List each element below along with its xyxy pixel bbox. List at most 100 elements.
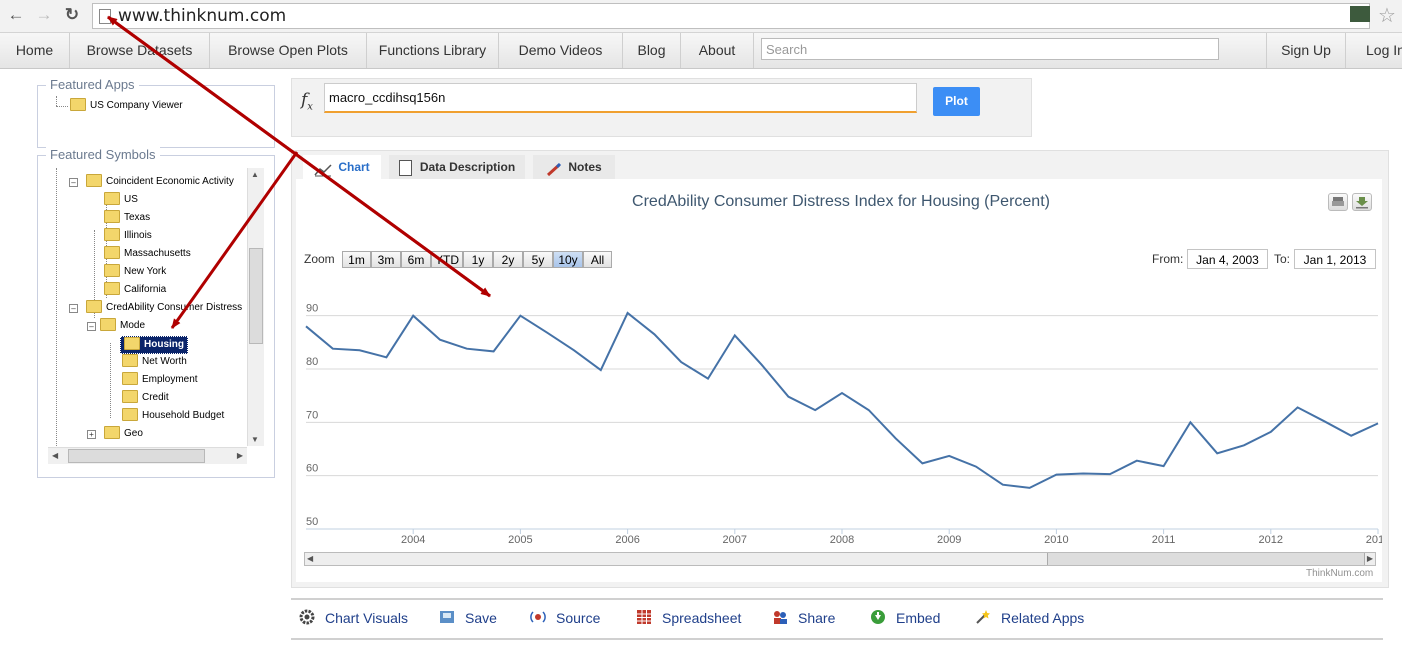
tree-vertical-scrollbar[interactable]: ▲ ▼ bbox=[247, 168, 264, 446]
print-icon[interactable] bbox=[1328, 193, 1348, 211]
source-button[interactable]: Source bbox=[530, 608, 600, 628]
tree-item-california[interactable]: California bbox=[104, 281, 166, 298]
flag-icon[interactable] bbox=[1350, 6, 1370, 22]
forward-arrow-icon[interactable]: → bbox=[35, 5, 53, 24]
tree-item-geo[interactable]: Geo bbox=[104, 425, 143, 442]
save-icon bbox=[439, 609, 455, 625]
x-tick-label: 2012 bbox=[1259, 534, 1283, 546]
share-button[interactable]: Share bbox=[772, 608, 835, 628]
formula-input[interactable]: macro_ccdihsq156n bbox=[324, 83, 917, 113]
featured-apps-panel: Featured Apps US Company Viewer bbox=[37, 77, 275, 148]
back-arrow-icon[interactable]: ← bbox=[7, 5, 25, 24]
gear-icon bbox=[299, 609, 315, 625]
featured-symbols-title: Featured Symbols bbox=[46, 147, 160, 162]
zoom-10y-button[interactable]: 10y bbox=[553, 251, 583, 268]
tree-item-household-budget[interactable]: Household Budget bbox=[122, 407, 224, 424]
grid bbox=[306, 315, 1379, 534]
address-bar[interactable]: www.thinknum.com bbox=[92, 3, 1370, 29]
save-button[interactable]: Save bbox=[439, 608, 497, 628]
tree-item-label: Illinois bbox=[124, 230, 152, 241]
x-tick-label: 2005 bbox=[508, 534, 532, 546]
collapse-toggle[interactable]: – bbox=[69, 178, 78, 187]
folder-icon bbox=[122, 407, 138, 421]
tree-line bbox=[94, 230, 95, 318]
nav-sign-up[interactable]: Sign Up bbox=[1266, 33, 1346, 68]
scrollbar-thumb[interactable] bbox=[68, 449, 205, 463]
tree-item-label: Texas bbox=[124, 212, 151, 223]
collapse-toggle[interactable]: – bbox=[69, 304, 78, 313]
tree-item-massachusetts[interactable]: Massachusetts bbox=[104, 245, 191, 262]
tree-item-mode[interactable]: Mode bbox=[100, 317, 145, 334]
tree-item-credability[interactable]: CredAbility Consumer Distress bbox=[86, 299, 242, 316]
tree-item-net-worth[interactable]: Net Worth bbox=[122, 353, 187, 370]
tree-horizontal-scrollbar[interactable]: ◀ ▶ bbox=[48, 447, 247, 464]
tree-item-label: Massachusetts bbox=[124, 248, 191, 259]
tree-item-illinois[interactable]: Illinois bbox=[104, 227, 152, 244]
zoom-1y-button[interactable]: 1y bbox=[463, 251, 493, 268]
zoom-5y-button[interactable]: 5y bbox=[523, 251, 553, 268]
folder-icon bbox=[104, 425, 120, 439]
tree-item-texas[interactable]: Texas bbox=[104, 209, 151, 226]
scroll-down-icon[interactable]: ▼ bbox=[251, 435, 259, 444]
expand-toggle[interactable]: + bbox=[87, 430, 96, 439]
zoom-2y-button[interactable]: 2y bbox=[493, 251, 523, 268]
tab-label: Notes bbox=[568, 160, 602, 174]
symbols-tree: – Coincident Economic Activity US Texas … bbox=[48, 168, 262, 446]
featured-symbols-panel: Featured Symbols – Coincident Economic A… bbox=[37, 147, 275, 478]
spreadsheet-button[interactable]: Spreadsheet bbox=[636, 608, 741, 628]
folder-icon bbox=[86, 299, 102, 313]
collapse-toggle[interactable]: – bbox=[87, 322, 96, 331]
tree-item-us-company-viewer[interactable]: US Company Viewer bbox=[70, 97, 183, 114]
download-icon[interactable] bbox=[1352, 193, 1372, 211]
tab-chart[interactable]: Chart bbox=[303, 155, 381, 179]
search-input[interactable]: Search bbox=[761, 38, 1219, 60]
tree-item-label: Credit bbox=[142, 392, 169, 403]
nav-home[interactable]: Home bbox=[0, 33, 70, 68]
tree-item-credit[interactable]: Credit bbox=[122, 389, 169, 406]
source-icon bbox=[530, 609, 546, 625]
scroll-right-icon[interactable]: ▶ bbox=[236, 451, 243, 460]
toolbar-label: Spreadsheet bbox=[662, 610, 742, 626]
toolbar-label: Embed bbox=[896, 610, 941, 626]
nav-browse-open-plots[interactable]: Browse Open Plots bbox=[210, 33, 367, 68]
nav-demo-videos[interactable]: Demo Videos bbox=[499, 33, 623, 68]
nav-log-in[interactable]: Log In bbox=[1366, 42, 1402, 58]
scroll-right-icon[interactable]: ▶ bbox=[1366, 554, 1373, 563]
tree-item-housing[interactable]: Housing bbox=[120, 336, 188, 354]
nav-functions-library[interactable]: Functions Library bbox=[367, 33, 499, 68]
scroll-left-icon[interactable]: ◀ bbox=[307, 554, 314, 563]
tree-item-us[interactable]: US bbox=[104, 191, 138, 208]
chart-visuals-button[interactable]: Chart Visuals bbox=[299, 608, 408, 628]
related-apps-button[interactable]: Related Apps bbox=[975, 608, 1084, 628]
tree-item-employment[interactable]: Employment bbox=[122, 371, 198, 388]
y-axis-labels: 50 60 70 80 90 bbox=[306, 303, 318, 528]
chart-navigator-scrollbar[interactable]: ◀ ▶ bbox=[304, 552, 1376, 566]
nav-blog[interactable]: Blog bbox=[623, 33, 681, 68]
zoom-all-button[interactable]: All bbox=[583, 251, 612, 268]
tree-item-new-york[interactable]: New York bbox=[104, 263, 166, 280]
plot-button[interactable]: Plot bbox=[933, 87, 980, 116]
tab-notes[interactable]: Notes bbox=[533, 155, 615, 179]
scroll-left-icon[interactable]: ◀ bbox=[52, 451, 59, 460]
embed-button[interactable]: Embed bbox=[870, 608, 940, 628]
bookmark-star-icon[interactable]: ☆ bbox=[1378, 5, 1396, 27]
tab-data-description[interactable]: Data Description bbox=[389, 155, 525, 179]
nav-about[interactable]: About bbox=[681, 33, 754, 68]
nav-browse-datasets[interactable]: Browse Datasets bbox=[70, 33, 210, 68]
tree-item-label: Coincident Economic Activity bbox=[106, 176, 234, 187]
from-date-input[interactable]: Jan 4, 2003 bbox=[1187, 249, 1268, 269]
reload-icon[interactable]: ↻ bbox=[64, 5, 80, 24]
zoom-6m-button[interactable]: 6m bbox=[401, 251, 431, 268]
folder-icon bbox=[70, 97, 86, 111]
to-date-input[interactable]: Jan 1, 2013 bbox=[1294, 249, 1376, 269]
scroll-up-icon[interactable]: ▲ bbox=[251, 170, 259, 179]
formula-panel: fx macro_ccdihsq156n Plot bbox=[291, 78, 1032, 137]
scrollbar-thumb[interactable] bbox=[249, 248, 263, 344]
folder-icon bbox=[86, 173, 102, 187]
tree-item-coincident[interactable]: Coincident Economic Activity bbox=[86, 173, 234, 190]
zoom-ytd-button[interactable]: YTD bbox=[431, 251, 463, 268]
zoom-1m-button[interactable]: 1m bbox=[342, 251, 371, 268]
url-text: www.thinknum.com bbox=[118, 6, 287, 26]
zoom-3m-button[interactable]: 3m bbox=[371, 251, 401, 268]
scrollbar-thumb[interactable] bbox=[1047, 553, 1365, 565]
